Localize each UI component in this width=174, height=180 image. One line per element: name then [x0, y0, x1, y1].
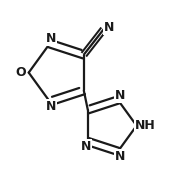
Text: N: N — [104, 21, 114, 34]
Text: N: N — [45, 100, 56, 113]
Text: N: N — [81, 140, 91, 153]
Text: N: N — [115, 89, 125, 102]
Text: NH: NH — [135, 119, 156, 132]
Text: N: N — [114, 150, 125, 163]
Text: O: O — [15, 66, 26, 79]
Text: N: N — [45, 32, 56, 45]
